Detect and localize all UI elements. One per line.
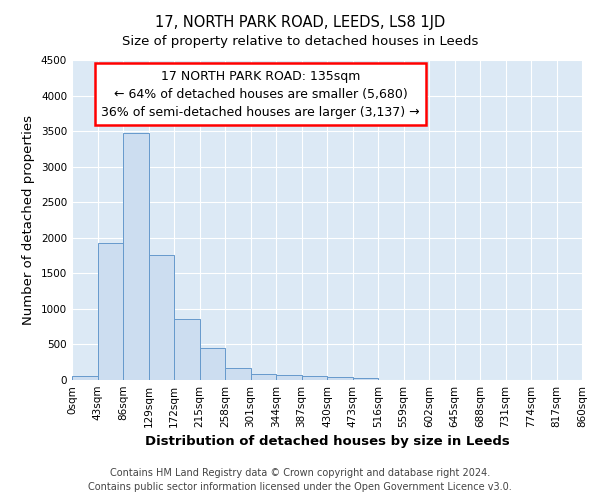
Text: Size of property relative to detached houses in Leeds: Size of property relative to detached ho… bbox=[122, 35, 478, 48]
Bar bbox=[251, 374, 276, 380]
Bar bbox=[97, 244, 123, 380]
Bar bbox=[72, 376, 97, 380]
Bar bbox=[123, 132, 149, 380]
Text: 17, NORTH PARK ROAD, LEEDS, LS8 1JD: 17, NORTH PARK ROAD, LEEDS, LS8 1JD bbox=[155, 15, 445, 30]
Bar bbox=[199, 348, 225, 380]
Bar bbox=[327, 377, 353, 380]
Bar bbox=[225, 368, 251, 380]
X-axis label: Distribution of detached houses by size in Leeds: Distribution of detached houses by size … bbox=[145, 436, 509, 448]
Bar bbox=[302, 376, 327, 380]
Bar bbox=[149, 255, 174, 380]
Y-axis label: Number of detached properties: Number of detached properties bbox=[22, 115, 35, 325]
Text: Contains HM Land Registry data © Crown copyright and database right 2024.
Contai: Contains HM Land Registry data © Crown c… bbox=[88, 468, 512, 492]
Bar bbox=[276, 376, 302, 380]
Bar bbox=[174, 319, 199, 380]
Bar bbox=[353, 378, 378, 380]
Text: 17 NORTH PARK ROAD: 135sqm
← 64% of detached houses are smaller (5,680)
36% of s: 17 NORTH PARK ROAD: 135sqm ← 64% of deta… bbox=[101, 70, 420, 118]
